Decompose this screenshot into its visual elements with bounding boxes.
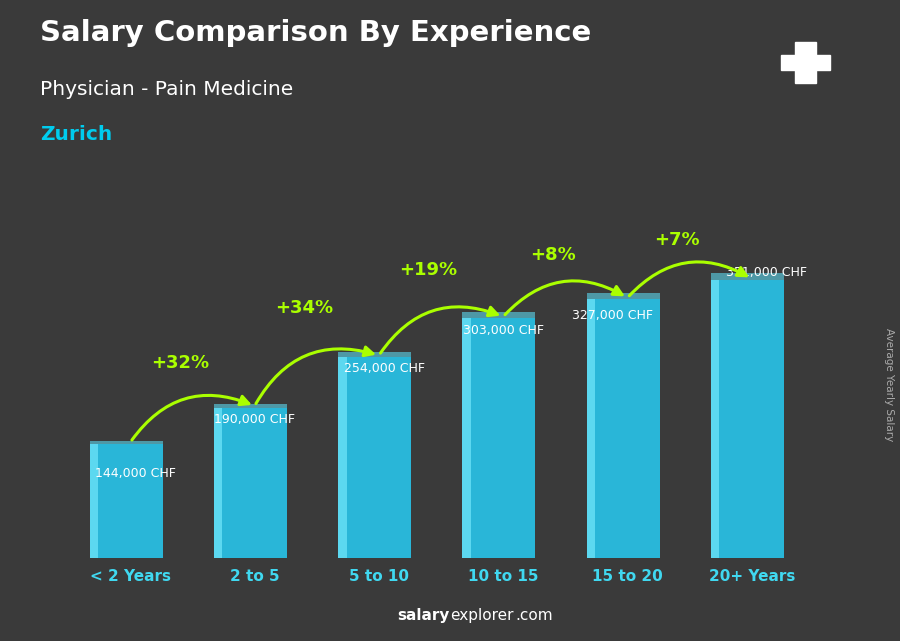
Bar [214,408,222,558]
Bar [595,299,660,558]
Text: explorer: explorer [450,608,514,623]
Bar [587,299,595,558]
Text: .com: .com [516,608,554,623]
Bar [222,408,287,558]
Bar [719,280,784,558]
Text: 144,000 CHF: 144,000 CHF [95,467,176,480]
Bar [90,444,98,558]
Bar [346,357,411,558]
Text: +34%: +34% [275,299,333,317]
Bar [711,280,719,558]
Polygon shape [463,312,536,319]
Polygon shape [338,352,411,357]
Polygon shape [711,274,784,280]
Polygon shape [90,441,163,444]
Polygon shape [587,293,660,299]
Text: Physician - Pain Medicine: Physician - Pain Medicine [40,80,293,99]
Text: 351,000 CHF: 351,000 CHF [726,266,807,279]
Text: Salary Comparison By Experience: Salary Comparison By Experience [40,19,592,47]
Text: 190,000 CHF: 190,000 CHF [214,413,295,426]
Bar [795,42,816,83]
Text: 254,000 CHF: 254,000 CHF [344,362,425,376]
Bar [780,55,831,70]
Text: Zurich: Zurich [40,125,112,144]
Bar [463,319,471,558]
Bar [98,444,163,558]
Text: +8%: +8% [530,246,576,263]
Text: +32%: +32% [151,354,209,372]
Bar [471,319,536,558]
Text: +7%: +7% [654,231,700,249]
Text: +19%: +19% [400,261,457,279]
Text: 327,000 CHF: 327,000 CHF [572,308,653,322]
Text: Average Yearly Salary: Average Yearly Salary [884,328,894,441]
Text: salary: salary [398,608,450,623]
Text: 303,000 CHF: 303,000 CHF [463,324,544,337]
Bar [338,357,346,558]
Polygon shape [214,404,287,408]
